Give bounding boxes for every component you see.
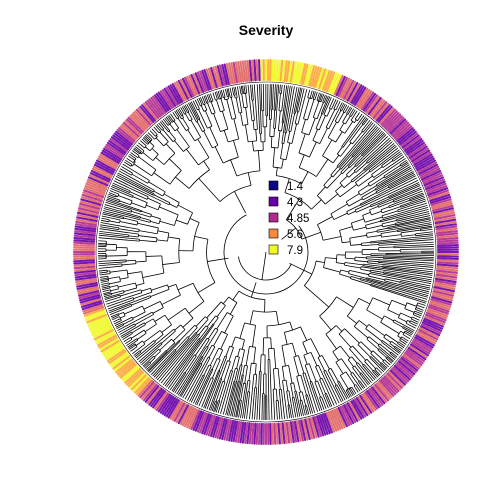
legend-label: 4.3 <box>287 197 303 209</box>
legend-swatch <box>268 196 279 207</box>
legend-swatch <box>268 212 279 223</box>
legend-swatch <box>268 228 279 239</box>
legend-label: 5.6 <box>287 229 303 241</box>
legend-label: 7.9 <box>287 245 303 257</box>
tip-label-ring <box>72 58 460 446</box>
legend-swatch <box>268 180 279 191</box>
legend: 1.4 4.3 4.85 5.6 7.9 <box>268 180 309 257</box>
tree-edges <box>97 83 435 421</box>
legend-swatch <box>268 244 279 255</box>
legend-label: 4.85 <box>287 213 309 225</box>
legend-label: 1.4 <box>287 181 304 193</box>
plot-title: Severity <box>239 22 294 38</box>
